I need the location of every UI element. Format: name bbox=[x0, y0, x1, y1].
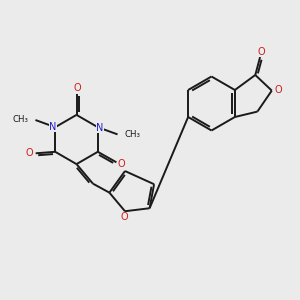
Text: CH₃: CH₃ bbox=[13, 115, 29, 124]
Text: O: O bbox=[74, 83, 82, 93]
Text: O: O bbox=[258, 46, 266, 57]
Text: O: O bbox=[118, 159, 126, 169]
Text: N: N bbox=[50, 122, 57, 132]
Text: CH₃: CH₃ bbox=[124, 130, 140, 140]
Text: O: O bbox=[26, 148, 34, 158]
Text: N: N bbox=[96, 123, 103, 133]
Text: O: O bbox=[121, 212, 128, 222]
Text: O: O bbox=[274, 85, 282, 95]
